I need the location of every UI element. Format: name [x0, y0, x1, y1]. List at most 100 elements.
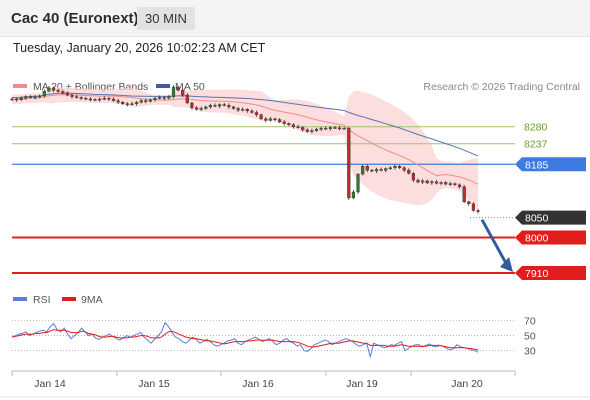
- candle-body: [457, 184, 462, 188]
- legend-swatch-rsi: [13, 297, 27, 301]
- candle: [245, 108, 249, 113]
- candle-body: [74, 96, 79, 98]
- candle-body: [56, 90, 60, 92]
- candle-body: [333, 127, 337, 129]
- candle-body: [338, 127, 342, 130]
- candle-body: [365, 165, 369, 171]
- candle-body: [98, 98, 102, 101]
- candle: [56, 88, 60, 93]
- candle: [70, 93, 74, 99]
- candle: [347, 126, 351, 200]
- x-tick-label: Jan 20: [451, 378, 483, 390]
- candle-body: [254, 112, 259, 116]
- candle-body: [282, 121, 286, 124]
- candle: [93, 98, 97, 101]
- candle-body: [171, 86, 176, 97]
- candle: [259, 113, 263, 120]
- candle: [157, 95, 162, 100]
- candle-body: [227, 105, 231, 108]
- candle: [14, 97, 19, 102]
- level-label-8185: 8185: [515, 157, 586, 172]
- candle: [28, 95, 33, 99]
- candle-body: [448, 183, 452, 185]
- candle-body: [245, 109, 249, 112]
- candle-body: [28, 96, 33, 98]
- candle-body: [301, 127, 305, 131]
- candle-body: [116, 100, 120, 103]
- candle-body: [42, 90, 46, 96]
- candle-body: [181, 90, 185, 96]
- candle-body: [259, 114, 263, 120]
- candle-body: [70, 94, 74, 97]
- candle-body: [268, 118, 272, 121]
- candle: [407, 168, 411, 175]
- rsi-line: [11, 321, 479, 359]
- x-tick-label: Jan 14: [34, 378, 66, 390]
- candle: [476, 208, 480, 214]
- candle: [217, 103, 222, 109]
- level-label-8000: 8000: [515, 230, 586, 245]
- candle-body: [148, 99, 152, 102]
- candle: [181, 88, 185, 98]
- candle: [434, 179, 439, 185]
- candle: [222, 102, 226, 107]
- candle-body: [38, 95, 42, 98]
- candle-body: [33, 96, 37, 99]
- candle: [65, 91, 69, 97]
- rsi-legend: RSI 9MA: [13, 294, 103, 306]
- candle-body: [439, 182, 443, 184]
- candle: [388, 166, 392, 170]
- legend-label-9ma: 9MA: [81, 294, 103, 306]
- candle-body: [370, 169, 374, 172]
- candle: [333, 125, 337, 130]
- candle-body: [296, 126, 300, 128]
- candle-body: [407, 169, 411, 174]
- candle: [116, 98, 120, 105]
- candle: [416, 178, 420, 184]
- candle: [19, 96, 23, 101]
- bollinger-band: [12, 87, 478, 211]
- candle: [102, 96, 106, 101]
- candle-body: [24, 96, 28, 99]
- candle: [314, 127, 319, 132]
- ma20-line: [11, 94, 479, 185]
- candle-body: [425, 180, 429, 184]
- rsi-panel: 70 50 30: [11, 316, 536, 359]
- candle: [384, 167, 388, 173]
- timeframe-button[interactable]: 30 MIN: [137, 7, 195, 30]
- candle-body: [139, 100, 143, 103]
- candle: [231, 105, 236, 110]
- candle: [398, 165, 402, 170]
- candle-body: [384, 168, 388, 171]
- candle-body: [467, 201, 471, 205]
- candle-body: [278, 119, 282, 123]
- candle: [88, 97, 92, 102]
- candle: [250, 109, 254, 114]
- candle: [268, 116, 272, 122]
- level-text: 8185: [525, 159, 549, 171]
- candle-body: [476, 210, 480, 212]
- candle: [98, 97, 102, 102]
- rsi-tick-label: 30: [524, 346, 536, 358]
- candle-body: [388, 167, 392, 170]
- candle: [425, 179, 429, 185]
- candle: [144, 98, 148, 104]
- candle-body: [356, 173, 360, 193]
- projection-arrow: [480, 218, 509, 266]
- candle: [47, 85, 51, 93]
- candle-body: [462, 186, 466, 203]
- candle-body: [287, 123, 291, 125]
- candle-body: [93, 99, 97, 101]
- candle: [236, 106, 240, 113]
- candle-body: [121, 101, 125, 104]
- candle: [328, 126, 332, 131]
- candle: [430, 180, 434, 185]
- candle: [457, 183, 462, 189]
- candle: [24, 95, 28, 101]
- candle: [351, 189, 355, 200]
- timestamp: Tuesday, January 20, 2026 10:02:23 AM CE…: [13, 41, 266, 55]
- candle-body: [421, 180, 425, 183]
- legend-swatch-ma20: [13, 84, 27, 88]
- candle: [402, 166, 406, 173]
- candle-body: [222, 104, 226, 106]
